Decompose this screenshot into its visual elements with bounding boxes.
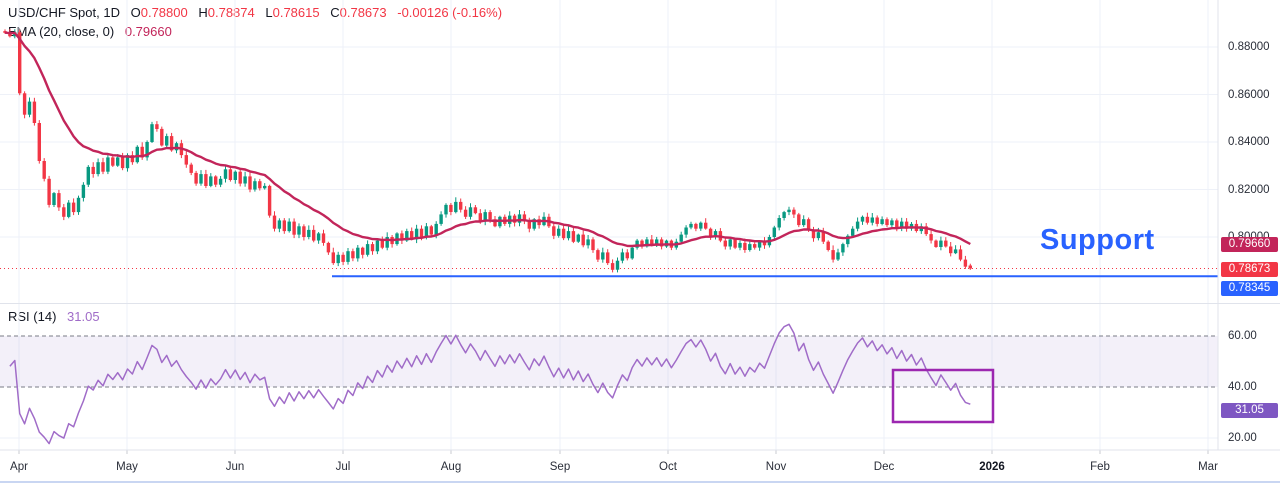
price-axis-label: 0.82000 [1228,183,1270,196]
price-badge: 0.79660 [1221,237,1278,252]
ema-line[interactable] [4,31,971,248]
ohlc-low: L0.78615 [265,5,320,20]
price-axis-label: 0.84000 [1228,136,1270,148]
candles-series[interactable] [3,29,972,273]
rsi-axis-label: 60.00 [1228,330,1257,342]
symbol-title: USD/CHF Spot, 1D [8,5,120,20]
rsi-value-badge: 31.05 [1221,402,1278,418]
time-axis-label: Nov [765,461,787,473]
price-axis-label: 0.88000 [1228,41,1270,53]
ohlc-high: H0.78874 [198,5,255,20]
ema-legend[interactable]: EMA (20, close, 0) 0.79660 [8,24,172,39]
ohlc-close: C0.78673 [330,5,387,20]
time-axis-label: Apr [10,461,28,473]
time-axis-label: May [116,461,138,473]
time-axis-label: Dec [873,461,895,473]
symbol-legend[interactable]: USD/CHF Spot, 1D O0.78800 H0.78874 L0.78… [8,5,509,20]
time-axis-label: Mar [1198,461,1218,473]
rsi-highlight-rect[interactable] [891,368,995,424]
rsi-axis-label: 20.00 [1228,432,1257,444]
time-axis-label: 2026 [979,461,1005,473]
rsi-axis-label: 40.00 [1228,381,1257,393]
time-axis-label: Jun [225,461,245,473]
support-annotation-text[interactable]: Support [1040,224,1155,256]
rsi-legend[interactable]: RSI (14) 31.05 [8,309,100,324]
ohlc-open: O0.78800 [130,5,188,20]
rsi-band-fill [0,336,1218,387]
time-axis-label: Sep [549,461,571,473]
time-axis-label: Jul [335,461,351,473]
ema-label: EMA (20, close, 0) [8,24,115,39]
ema-value: 0.79660 [124,24,172,39]
time-axis-label: Feb [1090,461,1110,473]
price-badge: 0.78673 [1221,262,1278,277]
daily-change: -0.00126 (-0.16%) [397,5,503,20]
bottom-strip [0,481,1280,483]
price-badge: 0.78345 [1221,281,1278,296]
time-axis-label: Aug [440,461,462,473]
rsi-value: 31.05 [67,309,100,324]
rsi-line [9,323,971,445]
time-axis-label: Oct [659,461,677,473]
price-axis-label: 0.86000 [1228,88,1270,101]
rsi-label: RSI (14) [8,309,57,324]
